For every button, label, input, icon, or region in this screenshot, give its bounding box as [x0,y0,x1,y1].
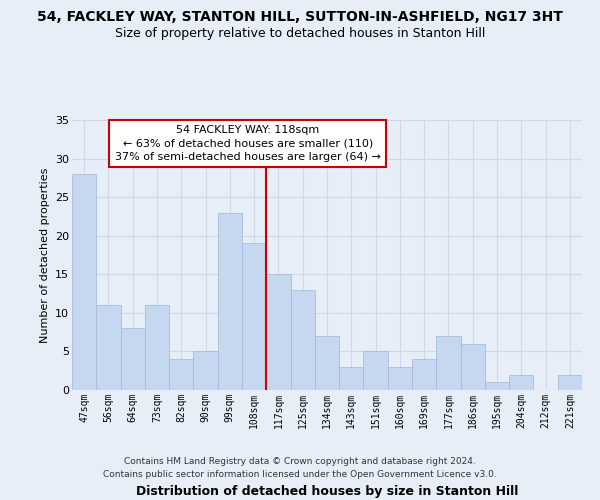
Bar [290,290,315,390]
Bar [412,359,436,390]
Bar [461,344,485,390]
Bar [388,367,412,390]
Text: 54 FACKLEY WAY: 118sqm
← 63% of detached houses are smaller (110)
37% of semi-de: 54 FACKLEY WAY: 118sqm ← 63% of detached… [115,126,381,162]
Bar [121,328,145,390]
Bar [242,244,266,390]
Bar [339,367,364,390]
Bar [193,352,218,390]
Text: Contains HM Land Registry data © Crown copyright and database right 2024.
Contai: Contains HM Land Registry data © Crown c… [103,458,497,479]
Bar [218,212,242,390]
Text: 54, FACKLEY WAY, STANTON HILL, SUTTON-IN-ASHFIELD, NG17 3HT: 54, FACKLEY WAY, STANTON HILL, SUTTON-IN… [37,10,563,24]
Bar [436,336,461,390]
Bar [315,336,339,390]
Bar [72,174,96,390]
Bar [485,382,509,390]
Bar [558,374,582,390]
Text: Distribution of detached houses by size in Stanton Hill: Distribution of detached houses by size … [136,484,518,498]
Bar [364,352,388,390]
Text: Size of property relative to detached houses in Stanton Hill: Size of property relative to detached ho… [115,28,485,40]
Bar [145,305,169,390]
Bar [169,359,193,390]
Bar [96,305,121,390]
Bar [509,374,533,390]
Bar [266,274,290,390]
Y-axis label: Number of detached properties: Number of detached properties [40,168,50,342]
